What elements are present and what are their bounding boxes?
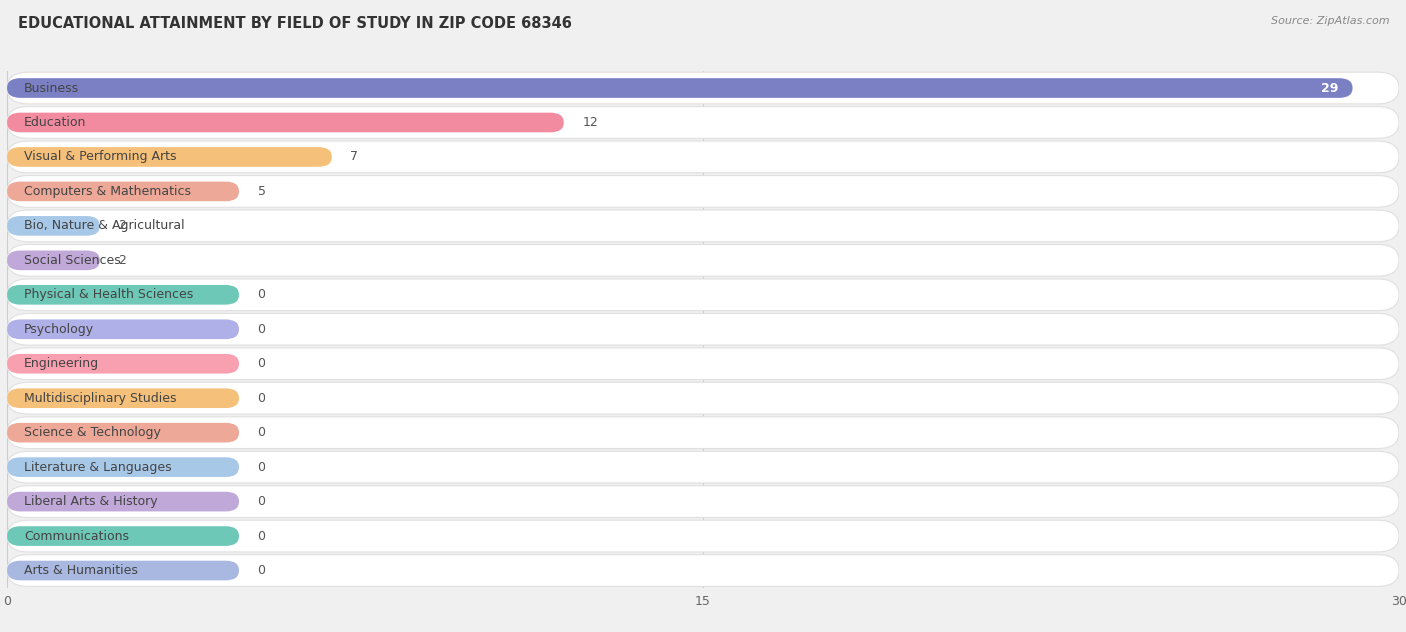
Text: 0: 0: [257, 392, 266, 404]
FancyBboxPatch shape: [7, 555, 1399, 586]
Text: Arts & Humanities: Arts & Humanities: [24, 564, 138, 577]
Text: 0: 0: [257, 323, 266, 336]
FancyBboxPatch shape: [7, 423, 239, 442]
Text: Communications: Communications: [24, 530, 129, 542]
FancyBboxPatch shape: [7, 78, 1353, 98]
FancyBboxPatch shape: [7, 141, 1399, 173]
FancyBboxPatch shape: [7, 492, 239, 511]
FancyBboxPatch shape: [7, 354, 239, 374]
FancyBboxPatch shape: [7, 176, 1399, 207]
FancyBboxPatch shape: [7, 250, 100, 270]
FancyBboxPatch shape: [7, 181, 239, 201]
FancyBboxPatch shape: [7, 520, 1399, 552]
FancyBboxPatch shape: [7, 245, 1399, 276]
Text: 2: 2: [118, 219, 127, 233]
FancyBboxPatch shape: [7, 112, 564, 132]
FancyBboxPatch shape: [7, 72, 1399, 104]
Text: Multidisciplinary Studies: Multidisciplinary Studies: [24, 392, 177, 404]
Text: Source: ZipAtlas.com: Source: ZipAtlas.com: [1271, 16, 1389, 26]
FancyBboxPatch shape: [7, 389, 239, 408]
Text: 2: 2: [118, 254, 127, 267]
FancyBboxPatch shape: [7, 451, 1399, 483]
Text: 0: 0: [257, 357, 266, 370]
Text: 7: 7: [350, 150, 359, 164]
Text: 0: 0: [257, 461, 266, 473]
Text: Social Sciences: Social Sciences: [24, 254, 121, 267]
FancyBboxPatch shape: [7, 486, 1399, 518]
FancyBboxPatch shape: [7, 210, 1399, 241]
Text: Business: Business: [24, 82, 79, 95]
Text: Science & Technology: Science & Technology: [24, 426, 160, 439]
Text: 0: 0: [257, 530, 266, 542]
FancyBboxPatch shape: [7, 348, 1399, 380]
FancyBboxPatch shape: [7, 147, 332, 167]
Text: Education: Education: [24, 116, 87, 129]
Text: EDUCATIONAL ATTAINMENT BY FIELD OF STUDY IN ZIP CODE 68346: EDUCATIONAL ATTAINMENT BY FIELD OF STUDY…: [18, 16, 572, 31]
FancyBboxPatch shape: [7, 319, 239, 339]
FancyBboxPatch shape: [7, 313, 1399, 345]
Text: 0: 0: [257, 495, 266, 508]
FancyBboxPatch shape: [7, 382, 1399, 414]
Text: Bio, Nature & Agricultural: Bio, Nature & Agricultural: [24, 219, 184, 233]
FancyBboxPatch shape: [7, 285, 239, 305]
FancyBboxPatch shape: [7, 279, 1399, 311]
Text: Computers & Mathematics: Computers & Mathematics: [24, 185, 191, 198]
Text: Physical & Health Sciences: Physical & Health Sciences: [24, 288, 194, 301]
Text: 29: 29: [1322, 82, 1339, 95]
Text: Visual & Performing Arts: Visual & Performing Arts: [24, 150, 177, 164]
Text: 0: 0: [257, 426, 266, 439]
Text: 0: 0: [257, 564, 266, 577]
Text: 0: 0: [257, 288, 266, 301]
FancyBboxPatch shape: [7, 216, 100, 236]
Text: 12: 12: [582, 116, 598, 129]
Text: Literature & Languages: Literature & Languages: [24, 461, 172, 473]
Text: Psychology: Psychology: [24, 323, 94, 336]
FancyBboxPatch shape: [7, 526, 239, 546]
FancyBboxPatch shape: [7, 417, 1399, 449]
FancyBboxPatch shape: [7, 107, 1399, 138]
Text: 5: 5: [257, 185, 266, 198]
FancyBboxPatch shape: [7, 458, 239, 477]
Text: Liberal Arts & History: Liberal Arts & History: [24, 495, 157, 508]
FancyBboxPatch shape: [7, 561, 239, 580]
Text: Engineering: Engineering: [24, 357, 100, 370]
